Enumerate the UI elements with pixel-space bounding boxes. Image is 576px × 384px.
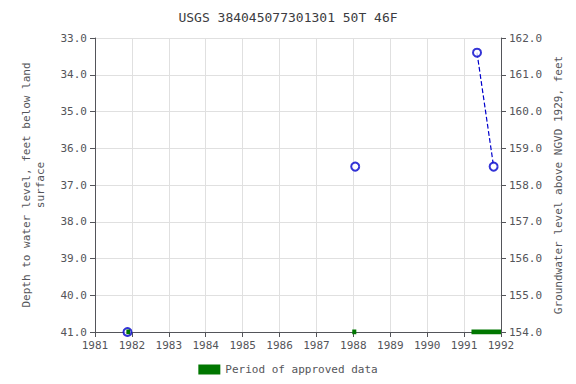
svg-text:1986: 1986 (266, 339, 293, 352)
svg-text:1988: 1988 (340, 339, 367, 352)
svg-text:33.0: 33.0 (61, 32, 88, 45)
svg-text:1981: 1981 (82, 339, 109, 352)
svg-text:1987: 1987 (303, 339, 330, 352)
svg-text:1984: 1984 (192, 339, 219, 352)
svg-text:155.0: 155.0 (509, 289, 542, 302)
svg-text:35.0: 35.0 (61, 105, 88, 118)
svg-text:159.0: 159.0 (509, 142, 542, 155)
svg-text:161.0: 161.0 (509, 68, 542, 81)
svg-text:Depth to water level, feet bel: Depth to water level, feet below land (20, 62, 33, 307)
svg-text:38.0: 38.0 (61, 215, 88, 228)
svg-text:USGS 384045077301301 50T 46F: USGS 384045077301301 50T 46F (178, 10, 397, 25)
svg-text:40.0: 40.0 (61, 289, 88, 302)
svg-text:34.0: 34.0 (61, 68, 88, 81)
svg-text:surface: surface (34, 162, 47, 208)
svg-text:1985: 1985 (229, 339, 256, 352)
svg-text:Groundwater level above NGVD 1: Groundwater level above NGVD 1929, feet (552, 56, 565, 314)
svg-text:36.0: 36.0 (61, 142, 88, 155)
svg-text:1990: 1990 (414, 339, 441, 352)
svg-text:1992: 1992 (488, 339, 515, 352)
svg-text:1982: 1982 (119, 339, 146, 352)
svg-text:1991: 1991 (451, 339, 478, 352)
svg-text:Period of approved data: Period of approved data (225, 363, 377, 376)
svg-text:154.0: 154.0 (509, 326, 542, 339)
svg-text:156.0: 156.0 (509, 252, 542, 265)
svg-text:1983: 1983 (156, 339, 183, 352)
svg-text:158.0: 158.0 (509, 179, 542, 192)
svg-text:37.0: 37.0 (61, 179, 88, 192)
svg-text:1989: 1989 (377, 339, 404, 352)
svg-text:160.0: 160.0 (509, 105, 542, 118)
svg-text:41.0: 41.0 (61, 326, 88, 339)
svg-text:162.0: 162.0 (509, 32, 542, 45)
svg-text:39.0: 39.0 (61, 252, 88, 265)
svg-text:157.0: 157.0 (509, 215, 542, 228)
